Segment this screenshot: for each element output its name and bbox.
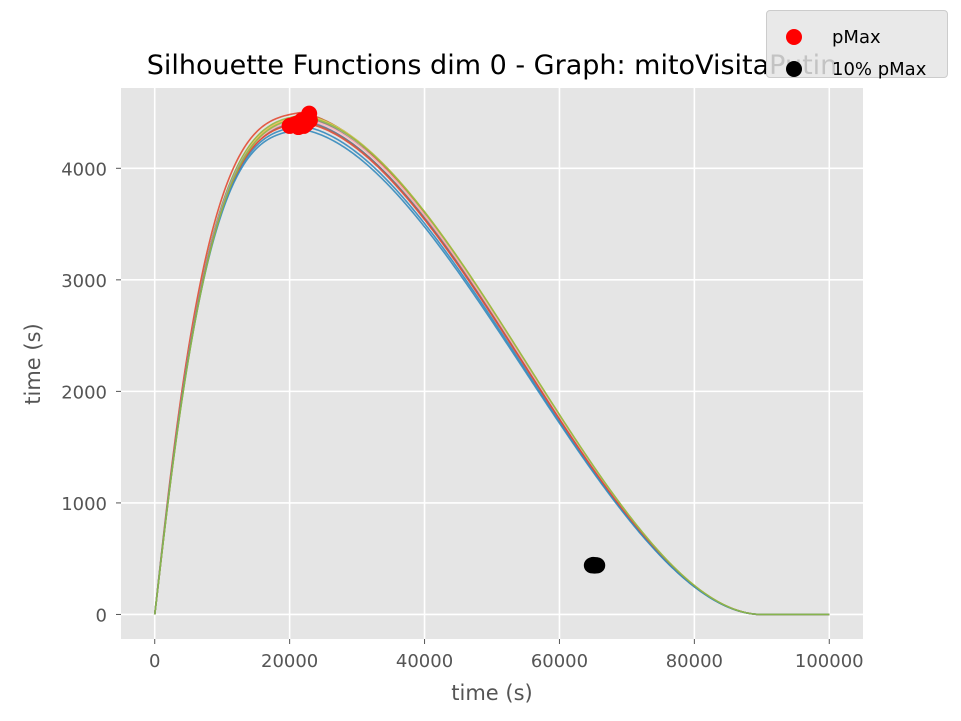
points-layer xyxy=(281,105,606,574)
legend-marker-10pct-pmax xyxy=(786,61,802,77)
grid-layer xyxy=(121,88,863,639)
series-layer xyxy=(153,111,830,616)
x-tick-label: 0 xyxy=(149,651,160,672)
chart-title: Silhouette Functions dim 0 - Graph: mito… xyxy=(147,50,838,81)
x-tick-label: 20000 xyxy=(261,651,318,672)
y-tick-label: 0 xyxy=(96,605,107,626)
legend-marker-pmax xyxy=(786,29,802,45)
legend-label-pmax: pMax xyxy=(832,26,881,48)
ticks-layer: 0 20000 40000 60000 80000 100000 0 1000 2000 3000… xyxy=(61,159,863,672)
y-tick-label: 2000 xyxy=(61,382,107,403)
x-tick-label: 80000 xyxy=(666,651,723,672)
x-tick-label: 100000 xyxy=(795,651,864,672)
legend-item-pmax: pMax xyxy=(767,23,881,51)
x-axis-label: time (s) xyxy=(451,681,532,705)
x-tick-label: 40000 xyxy=(396,651,453,672)
legend-item-10pct-pmax: 10% pMax xyxy=(767,55,926,83)
y-tick-label: 4000 xyxy=(61,159,107,180)
silhouette-series-line-10 xyxy=(153,116,830,616)
x-tick-label: 60000 xyxy=(531,651,588,672)
y-tick-label: 1000 xyxy=(61,494,107,515)
y-tick-label: 3000 xyxy=(61,271,107,292)
plot-area xyxy=(121,88,863,639)
pmax10-point xyxy=(589,557,606,574)
y-axis-label: time (s) xyxy=(21,323,45,404)
chart-legend: pMax 10% pMax xyxy=(766,10,948,80)
pmax-point xyxy=(301,112,318,129)
legend-label-10pct-pmax: 10% pMax xyxy=(832,58,927,80)
